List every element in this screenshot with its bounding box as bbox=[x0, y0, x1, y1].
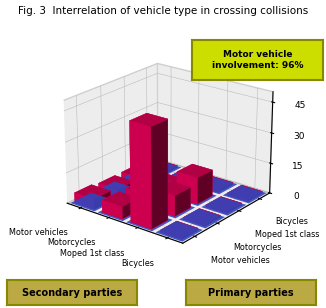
Text: Secondary parties: Secondary parties bbox=[22, 288, 122, 298]
Text: Fig. 3  Interrelation of vehicle type in crossing collisions: Fig. 3 Interrelation of vehicle type in … bbox=[18, 6, 308, 16]
Text: Motor vehicle
involvement: 96%: Motor vehicle involvement: 96% bbox=[212, 50, 303, 71]
Text: Primary parties: Primary parties bbox=[208, 288, 294, 298]
